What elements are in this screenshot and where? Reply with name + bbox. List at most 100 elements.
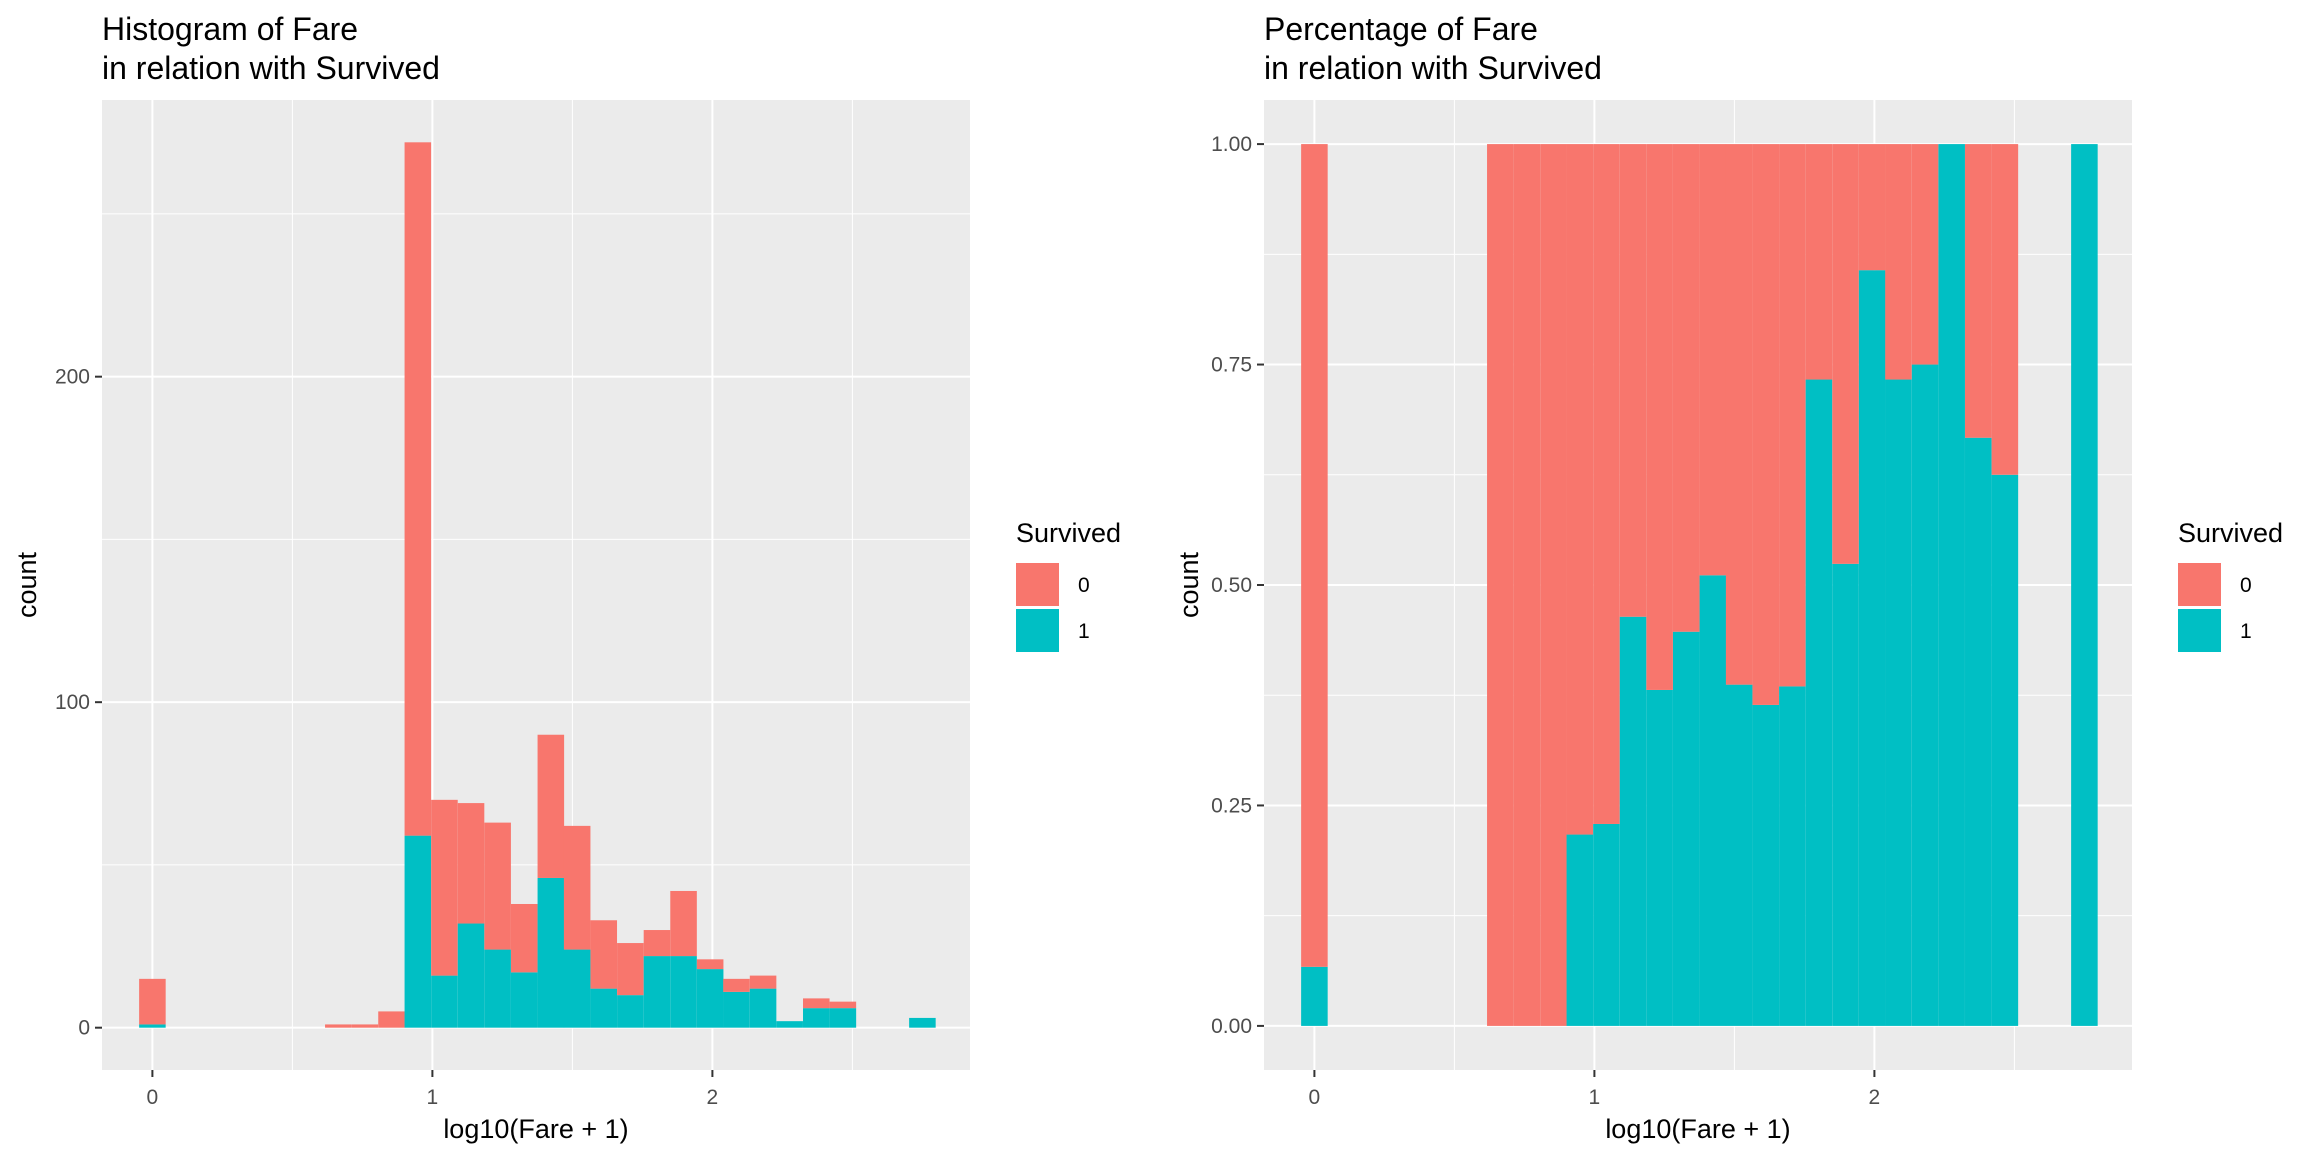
percentage-legend-key-1 xyxy=(2178,609,2221,652)
percentage-bar-survived-0 xyxy=(1752,144,1780,705)
histogram-title-line-2: in relation with Survived xyxy=(102,50,440,86)
percentage-x-tick-label: 1 xyxy=(1589,1086,1601,1109)
percentage-bar-survived-0 xyxy=(1513,144,1541,1026)
percentage-bar-survived-0 xyxy=(1487,144,1514,1026)
percentage-legend-label-1: 1 xyxy=(2240,620,2252,643)
histogram-bar-survived-1 xyxy=(829,1008,857,1028)
histogram-bar-survived-1 xyxy=(510,972,538,1028)
histogram-bar-survived-0 xyxy=(457,803,485,924)
histogram-y-tick-label: 200 xyxy=(55,366,90,389)
percentage-bar-survived-1 xyxy=(1991,474,2019,1026)
histogram-bar-survived-0 xyxy=(617,943,644,996)
histogram-legend-key-0 xyxy=(1016,563,1059,606)
histogram-legend-key-1 xyxy=(1016,609,1059,652)
histogram-bar-survived-1 xyxy=(484,949,511,1028)
percentage-bar-survived-1 xyxy=(1593,823,1620,1026)
percentage-bar-survived-1 xyxy=(1672,631,1700,1026)
percentage-x-axis: 0 1 2 xyxy=(1309,1070,1880,1109)
percentage-bar-survived-1 xyxy=(1911,364,1939,1026)
histogram-x-tick-label: 1 xyxy=(427,1086,439,1109)
percentage-bar-survived-0 xyxy=(1779,144,1806,687)
percentage-bar-survived-1 xyxy=(1832,563,1859,1026)
histogram-bar-survived-0 xyxy=(325,1024,352,1028)
percentage-bar-survived-0 xyxy=(1885,144,1912,380)
percentage-bar-survived-0 xyxy=(1540,144,1567,1026)
histogram-bar-survived-0 xyxy=(643,930,671,957)
histogram-bar-survived-0 xyxy=(537,734,565,878)
histogram-x-tick-label: 2 xyxy=(707,1086,719,1109)
percentage-bar-survived-0 xyxy=(1301,144,1328,967)
histogram-bar-survived-0 xyxy=(404,142,432,836)
histogram-bars xyxy=(139,142,936,1028)
histogram-bar-survived-1 xyxy=(617,995,644,1028)
percentage-bar-survived-0 xyxy=(1911,144,1939,365)
percentage-chart: Percentage of Fare in relation with Surv… xyxy=(1174,11,2283,1144)
histogram-bar-survived-0 xyxy=(670,890,697,957)
percentage-bar-survived-1 xyxy=(1752,704,1780,1026)
histogram-bar-survived-0 xyxy=(749,975,777,989)
histogram-legend-label-0: 0 xyxy=(1078,574,1090,597)
histogram-bar-survived-0 xyxy=(829,1001,857,1009)
histogram-chart: Histogram of Fare in relation with Survi… xyxy=(12,11,1121,1144)
percentage-y-tick-label: 0.75 xyxy=(1211,354,1252,377)
percentage-x-tick-label: 0 xyxy=(1309,1086,1321,1109)
percentage-bar-survived-0 xyxy=(1858,144,1886,271)
histogram-bar-survived-1 xyxy=(457,923,485,1028)
percentage-bar-survived-1 xyxy=(2071,144,2098,1026)
histogram-bar-survived-1 xyxy=(563,949,591,1028)
percentage-bar-survived-1 xyxy=(1301,966,1328,1026)
percentage-y-tick-label: 0.50 xyxy=(1211,574,1252,597)
percentage-bar-survived-1 xyxy=(1965,437,1992,1026)
percentage-title-line-1: Percentage of Fare xyxy=(1264,11,1538,47)
histogram-bar-survived-1 xyxy=(139,1024,166,1028)
histogram-title-line-1: Histogram of Fare xyxy=(102,11,358,47)
percentage-x-axis-title: log10(Fare + 1) xyxy=(1605,1114,1790,1144)
percentage-bar-survived-0 xyxy=(1593,144,1620,824)
histogram-x-tick-label: 0 xyxy=(147,1086,159,1109)
histogram-x-axis-title: log10(Fare + 1) xyxy=(443,1114,628,1144)
percentage-y-axis: 0.00 0.25 0.50 0.75 1.00 xyxy=(1211,133,1264,1038)
histogram-bar-survived-1 xyxy=(404,835,432,1028)
histogram-bar-survived-0 xyxy=(378,1011,405,1028)
histogram-bar-survived-1 xyxy=(431,975,458,1028)
percentage-title-line-2: in relation with Survived xyxy=(1264,50,1602,86)
histogram-bar-survived-0 xyxy=(723,978,750,992)
histogram-bar-survived-1 xyxy=(537,877,565,1028)
histogram-bar-survived-1 xyxy=(909,1017,936,1028)
histogram-bar-survived-0 xyxy=(510,903,538,973)
histogram-x-axis: 0 1 2 xyxy=(147,1070,719,1109)
percentage-bar-survived-1 xyxy=(1885,379,1912,1026)
histogram-y-tick-label: 0 xyxy=(78,1017,90,1040)
percentage-bar-survived-1 xyxy=(1699,575,1727,1026)
percentage-bar-survived-0 xyxy=(1566,144,1594,835)
percentage-legend-title: Survived xyxy=(2178,518,2283,548)
histogram-bar-survived-1 xyxy=(670,956,697,1028)
percentage-bar-survived-0 xyxy=(1725,144,1753,685)
histogram-bar-survived-0 xyxy=(431,799,458,976)
percentage-y-axis-title: count xyxy=(1174,551,1204,618)
histogram-legend-label-1: 1 xyxy=(1078,620,1090,643)
histogram-bar-survived-1 xyxy=(643,956,671,1028)
histogram-bar-survived-1 xyxy=(803,1008,830,1028)
percentage-bar-survived-0 xyxy=(1965,144,1992,438)
histogram-legend-title: Survived xyxy=(1016,518,1121,548)
percentage-bar-survived-1 xyxy=(1858,270,1886,1026)
histogram-legend: Survived 0 1 xyxy=(1016,518,1121,652)
percentage-legend-key-0 xyxy=(2178,563,2221,606)
histogram-bar-survived-1 xyxy=(776,1021,803,1028)
histogram-bar-survived-0 xyxy=(139,978,166,1025)
histogram-bar-survived-0 xyxy=(563,825,591,950)
percentage-bar-survived-0 xyxy=(1805,144,1833,380)
histogram-bar-survived-1 xyxy=(696,969,724,1028)
histogram-bar-survived-1 xyxy=(749,988,777,1028)
percentage-bar-survived-0 xyxy=(1619,144,1647,617)
percentage-bar-survived-0 xyxy=(1699,144,1727,576)
percentage-y-tick-label: 0.00 xyxy=(1211,1015,1252,1038)
histogram-bar-survived-1 xyxy=(590,988,618,1028)
histogram-bar-survived-0 xyxy=(590,920,618,989)
percentage-bar-survived-1 xyxy=(1566,834,1594,1026)
histogram-bar-survived-0 xyxy=(484,822,511,950)
percentage-bar-survived-1 xyxy=(1725,684,1753,1026)
percentage-y-tick-label: 0.25 xyxy=(1211,794,1252,817)
